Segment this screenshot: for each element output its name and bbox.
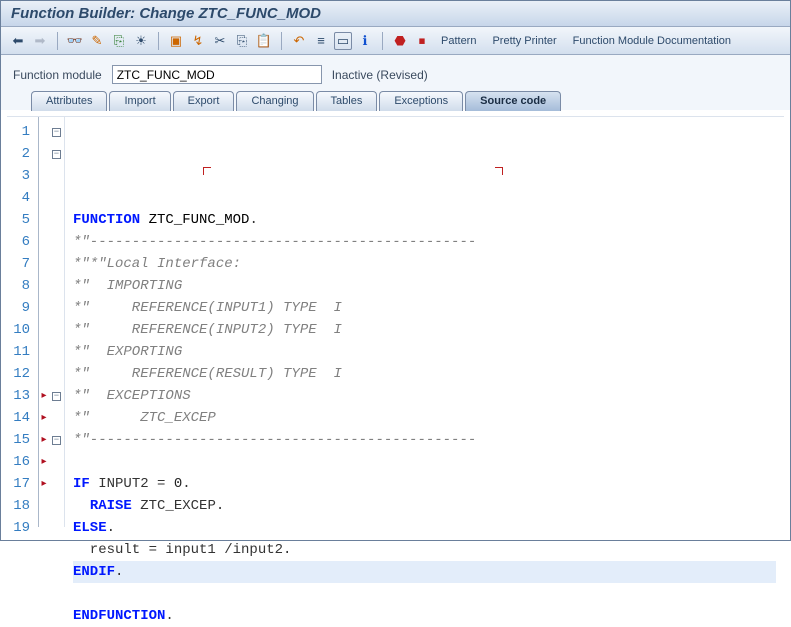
window-title: Function Builder: Change ZTC_FUNC_MOD	[1, 1, 790, 27]
tab-exceptions[interactable]: Exceptions	[379, 91, 463, 111]
function-module-label: Function module	[13, 68, 102, 82]
tab-changing[interactable]: Changing	[236, 91, 313, 111]
execute-icon[interactable]: ▣	[167, 32, 185, 50]
tab-export[interactable]: Export	[173, 91, 235, 111]
other-object-icon[interactable]: ✎	[88, 32, 106, 50]
tab-source-code[interactable]: Source code	[465, 91, 561, 111]
code-line[interactable]: *" REFERENCE(INPUT1) TYPE I	[73, 297, 776, 319]
tab-tables[interactable]: Tables	[316, 91, 378, 111]
function-module-documentation-button[interactable]: Function Module Documentation	[567, 33, 737, 49]
bracket-top-left-icon	[203, 167, 211, 175]
code-line[interactable]: RAISE ZTC_EXCEP.	[73, 495, 776, 517]
back-icon[interactable]: ⬅	[9, 32, 27, 50]
header-fields: Function module Inactive (Revised)	[1, 55, 790, 90]
code-line[interactable]	[73, 451, 776, 473]
code-line[interactable]: result = input1 /input2.	[73, 539, 776, 561]
code-area[interactable]: FUNCTION ZTC_FUNC_MOD.*"----------------…	[65, 117, 784, 527]
code-line[interactable]: *" EXCEPTIONS	[73, 385, 776, 407]
copy-icon[interactable]: ⎘	[233, 32, 251, 50]
tabstrip: AttributesImportExportChangingTablesExce…	[1, 90, 790, 110]
forward-icon[interactable]: ➡	[31, 32, 49, 50]
code-line[interactable]: *" IMPORTING	[73, 275, 776, 297]
code-line[interactable]: *" REFERENCE(INPUT2) TYPE I	[73, 319, 776, 341]
function-module-input[interactable]	[112, 65, 322, 84]
separator	[281, 32, 282, 50]
activate-icon[interactable]: ☀	[132, 32, 150, 50]
separator	[158, 32, 159, 50]
line-number-gutter: 12345678910111213141516171819	[7, 117, 39, 527]
code-line[interactable]: *"*"Local Interface:	[73, 253, 776, 275]
undo-icon[interactable]: ↶	[290, 32, 308, 50]
code-line[interactable]: *" EXPORTING	[73, 341, 776, 363]
code-line[interactable]: ELSE.	[73, 517, 776, 539]
tab-attributes[interactable]: Attributes	[31, 91, 107, 111]
tab-import[interactable]: Import	[109, 91, 170, 111]
display-icon[interactable]: 👓	[66, 32, 84, 50]
code-line[interactable]: IF INPUT2 = 0.	[73, 473, 776, 495]
code-line[interactable]: *"--------------------------------------…	[73, 429, 776, 451]
cut-icon[interactable]: ✂	[211, 32, 229, 50]
code-line[interactable]	[73, 583, 776, 605]
status-text: Inactive (Revised)	[332, 68, 428, 82]
code-line[interactable]: FUNCTION ZTC_FUNC_MOD.	[73, 209, 776, 231]
redo-icon[interactable]: ≡	[312, 32, 330, 50]
code-line[interactable]: *" ZTC_EXCEP	[73, 407, 776, 429]
breakpoint-icon[interactable]: ⬣	[391, 32, 409, 50]
info-icon[interactable]: ℹ	[356, 32, 374, 50]
pretty-printer-button[interactable]: Pretty Printer	[486, 33, 562, 49]
stop-icon[interactable]: ⏹	[413, 32, 431, 50]
where-used-icon[interactable]: ↯	[189, 32, 207, 50]
fold-column: −− − −	[49, 117, 65, 527]
code-line[interactable]: ENDIF.	[73, 561, 776, 583]
find-icon[interactable]: ▭	[334, 32, 352, 50]
code-line[interactable]: ENDFUNCTION.	[73, 605, 776, 627]
code-line[interactable]: *"--------------------------------------…	[73, 231, 776, 253]
check-icon[interactable]: ⎘	[110, 32, 128, 50]
toolbar: ⬅ ➡ 👓 ✎ ⎘ ☀ ▣ ↯ ✂ ⎘ 📋 ↶ ≡ ▭ ℹ ⬣ ⏹ Patter…	[1, 27, 790, 55]
paste-icon[interactable]: 📋	[255, 32, 273, 50]
marker-column: ▸▸▸▸▸	[39, 117, 49, 527]
code-line[interactable]: *" REFERENCE(RESULT) TYPE I	[73, 363, 776, 385]
code-editor[interactable]: 12345678910111213141516171819 ▸▸▸▸▸ −− −…	[7, 116, 784, 527]
separator	[57, 32, 58, 50]
bracket-top-right-icon	[495, 167, 503, 175]
separator	[382, 32, 383, 50]
pattern-button[interactable]: Pattern	[435, 33, 482, 49]
